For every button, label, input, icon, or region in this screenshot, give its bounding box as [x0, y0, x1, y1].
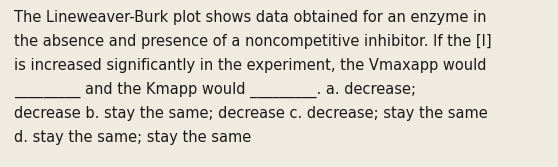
- Text: decrease b. stay the same; decrease c. decrease; stay the same: decrease b. stay the same; decrease c. d…: [14, 106, 488, 121]
- Text: d. stay the same; stay the same: d. stay the same; stay the same: [14, 130, 251, 145]
- Text: The Lineweaver-Burk plot shows data obtained for an enzyme in: The Lineweaver-Burk plot shows data obta…: [14, 10, 487, 25]
- Text: _________ and the Kmapp would _________. a. decrease;: _________ and the Kmapp would _________.…: [14, 82, 416, 98]
- Text: is increased significantly in the experiment, the Vmaxapp would: is increased significantly in the experi…: [14, 58, 487, 73]
- Text: the absence and presence of a noncompetitive inhibitor. If the [I]: the absence and presence of a noncompeti…: [14, 34, 492, 49]
